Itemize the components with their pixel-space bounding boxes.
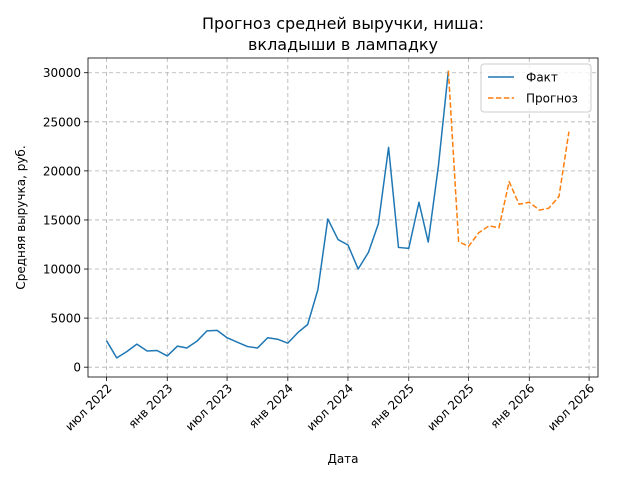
legend-label-forecast: Прогноз [526,92,578,106]
y-tick-label: 0 [73,361,81,375]
y-tick-label: 20000 [43,164,81,178]
x-tick-label: июл 2026 [545,381,597,433]
grid [88,58,598,377]
series-layer [105,70,570,359]
chart-title-line-2: вкладыши в лампадку [248,35,438,54]
x-tick-label: июл 2023 [183,381,235,433]
series-line-forecast [447,70,570,248]
x-tick-label: янв 2026 [488,381,538,431]
x-tick-label: июл 2025 [424,381,476,433]
y-tick-label: 15000 [43,213,81,227]
x-tick-label: янв 2025 [367,381,417,431]
x-axis-label: Дата [327,452,358,466]
x-axis-ticks: июл 2022 янв 2023 июл 2023 янв 2024 июл 2024… [62,377,597,434]
chart-title-line-1: Прогноз средней выручки, ниша: [202,14,484,33]
y-tick-label: 30000 [43,66,81,80]
y-axis-ticks: 0 5000 10000 15000 20000 25000 30000 [43,66,88,375]
y-tick-label: 10000 [43,263,81,277]
y-tick-label: 5000 [50,312,81,326]
x-tick-label: янв 2024 [246,381,296,431]
y-tick-label: 25000 [43,115,81,129]
x-tick-label: июл 2024 [304,381,356,433]
y-axis-label: Средняя выручка, руб. [14,145,28,289]
legend-box [480,63,592,113]
x-tick-label: янв 2023 [126,381,176,431]
legend: Факт Прогноз [480,63,592,113]
plot-area-frame [87,57,599,378]
series-line-fact [105,70,450,359]
legend-label-fact: Факт [526,71,558,85]
x-tick-label: июл 2022 [62,381,114,433]
